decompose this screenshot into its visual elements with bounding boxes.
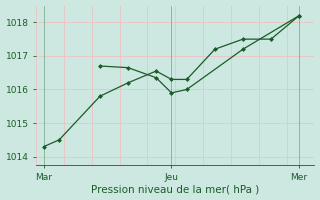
X-axis label: Pression niveau de la mer( hPa ): Pression niveau de la mer( hPa ) (91, 184, 260, 194)
